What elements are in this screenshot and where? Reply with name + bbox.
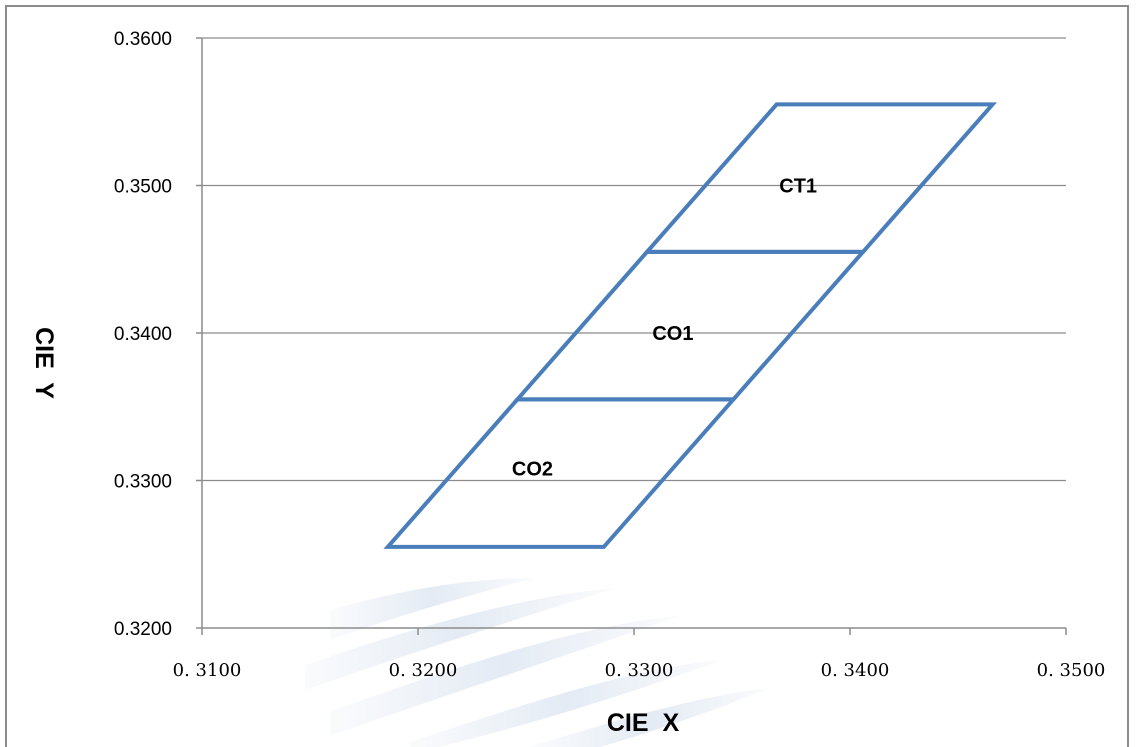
x-tick-label-0: 0. 3100 bbox=[173, 660, 242, 681]
watermark-logo bbox=[305, 578, 770, 747]
x-tick-label-3: 0. 3400 bbox=[821, 660, 890, 681]
y-tick-label-3: 0.3500 bbox=[114, 177, 172, 198]
x-tick-label-4: 0. 3500 bbox=[1037, 660, 1106, 681]
region-ct1 bbox=[642, 102, 998, 254]
region-label-ct1: CT1 bbox=[779, 176, 817, 198]
bin-regions bbox=[383, 102, 998, 549]
chart-frame bbox=[5, 5, 1129, 747]
region-labels: CT1 CO1 CO2 bbox=[512, 176, 817, 481]
region-co2 bbox=[383, 397, 738, 549]
x-tick-label-1: 0. 3200 bbox=[389, 660, 458, 681]
y-tick-label-1: 0.3300 bbox=[114, 472, 172, 493]
region-label-co2: CO2 bbox=[512, 459, 553, 481]
x-tick-label-2: 0. 3300 bbox=[605, 660, 674, 681]
axes bbox=[196, 37, 1067, 635]
tick-labels: 0.3200 0.3300 0.3400 0.3500 0.3600 0. 3100 0. … bbox=[114, 29, 1105, 681]
y-tick-label-2: 0.3400 bbox=[114, 324, 172, 345]
x-axis-title: CIE X bbox=[607, 709, 680, 737]
y-tick-label-4: 0.3600 bbox=[114, 29, 172, 50]
y-tick-label-0: 0.3200 bbox=[114, 619, 172, 640]
region-label-co1: CO1 bbox=[652, 323, 693, 345]
y-axis-title: CIE Y bbox=[30, 327, 58, 399]
